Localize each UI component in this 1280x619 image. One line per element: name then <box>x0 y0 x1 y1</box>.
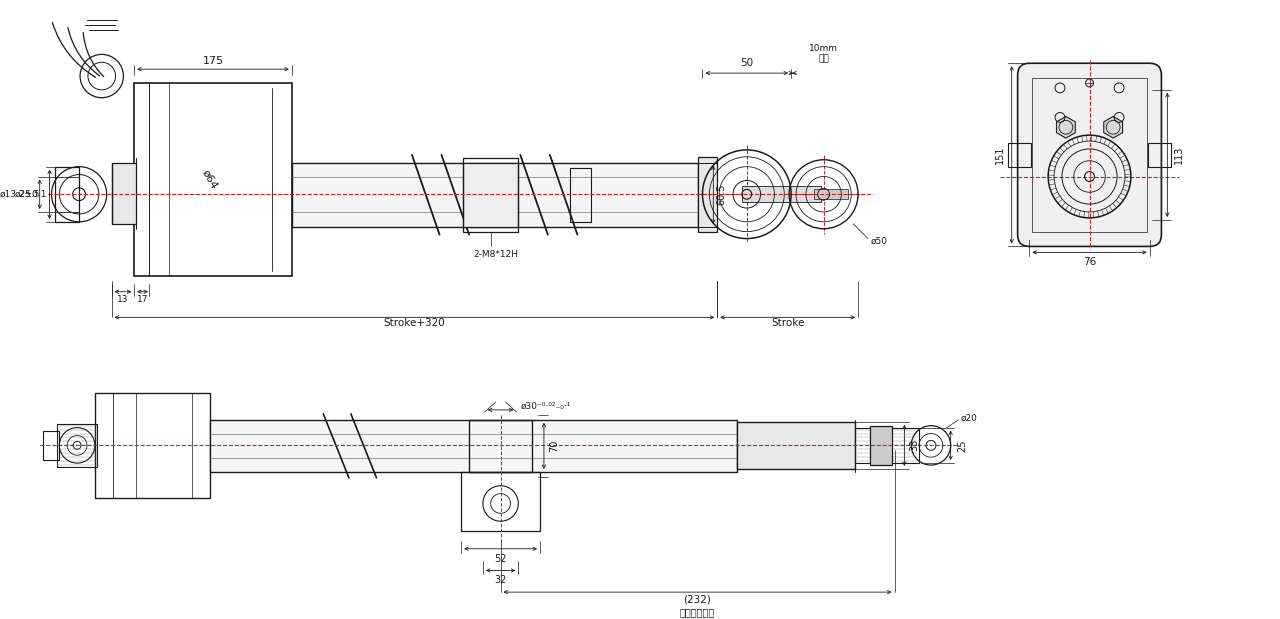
Text: ø50: ø50 <box>870 237 888 246</box>
Text: (232): (232) <box>684 595 712 605</box>
Text: ø20: ø20 <box>960 413 978 422</box>
Text: 76: 76 <box>1083 257 1096 267</box>
Text: 10mm
可调: 10mm 可调 <box>809 44 838 63</box>
Bar <box>58 423 97 467</box>
Bar <box>1148 143 1171 167</box>
Text: ø25.5: ø25.5 <box>15 190 41 199</box>
Bar <box>870 426 892 465</box>
Bar <box>42 431 59 460</box>
Bar <box>134 83 292 276</box>
Text: Stroke: Stroke <box>771 318 804 328</box>
Bar <box>461 472 540 531</box>
Bar <box>95 393 210 498</box>
Text: 32: 32 <box>494 575 507 586</box>
Text: 17: 17 <box>137 295 148 304</box>
Bar <box>737 422 855 469</box>
Bar <box>468 420 532 472</box>
Bar <box>698 157 717 232</box>
Bar <box>111 163 136 224</box>
Text: 13: 13 <box>118 295 129 304</box>
Text: 25: 25 <box>957 439 968 452</box>
Bar <box>210 420 737 472</box>
Text: 50: 50 <box>740 58 754 68</box>
Text: 33: 33 <box>909 439 919 451</box>
Bar <box>1033 78 1147 232</box>
Text: 52: 52 <box>494 553 507 564</box>
Bar <box>55 167 79 222</box>
Bar <box>292 163 698 227</box>
Text: 2-M8*12H: 2-M8*12H <box>474 250 518 259</box>
Bar <box>855 428 919 463</box>
Bar <box>463 158 518 232</box>
Text: ø30⁻⁰⋅⁰²₋₀⋅¹: ø30⁻⁰⋅⁰²₋₀⋅¹ <box>520 402 571 410</box>
Text: 113: 113 <box>1174 145 1184 164</box>
Text: 70: 70 <box>549 439 559 452</box>
Polygon shape <box>1056 116 1075 138</box>
FancyBboxPatch shape <box>1018 63 1161 246</box>
Bar <box>463 163 518 227</box>
Text: 151: 151 <box>995 145 1005 164</box>
Bar <box>742 186 820 202</box>
Text: 可选，定制化: 可选，定制化 <box>680 607 716 617</box>
Text: ø13.2±0.1: ø13.2±0.1 <box>0 190 46 199</box>
Bar <box>1007 143 1032 167</box>
Bar <box>55 176 79 212</box>
Bar <box>814 189 849 199</box>
Text: 175: 175 <box>202 56 224 66</box>
Text: Stroke+320: Stroke+320 <box>384 318 445 328</box>
Bar <box>570 168 591 222</box>
Text: ø64: ø64 <box>201 168 220 191</box>
Text: 60.5: 60.5 <box>717 184 726 206</box>
Polygon shape <box>1103 116 1123 138</box>
